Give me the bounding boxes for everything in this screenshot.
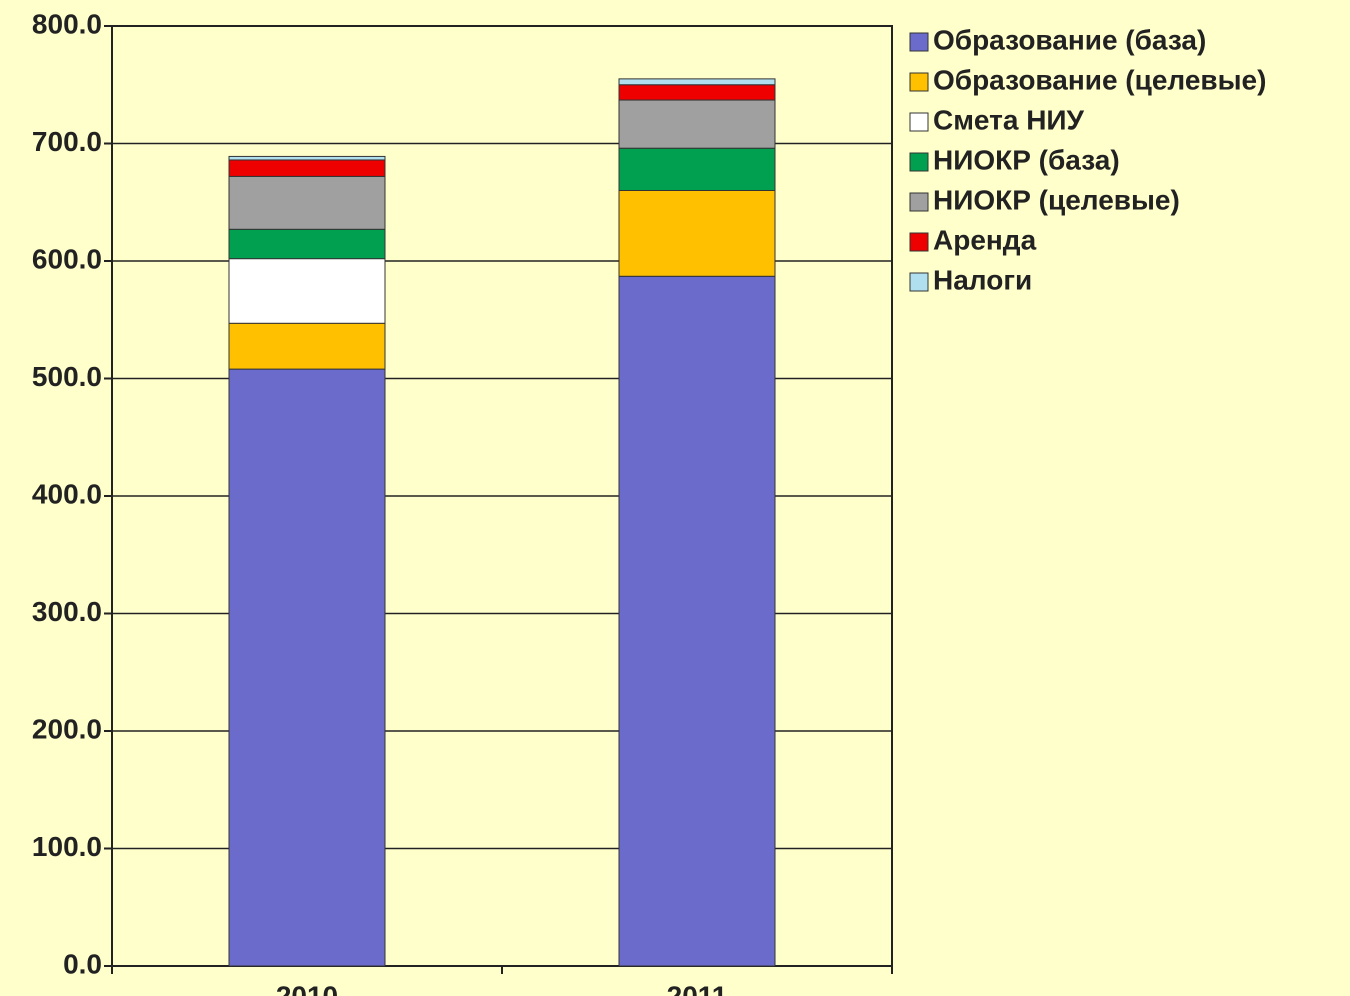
legend-swatch (909, 112, 929, 132)
y-tick-label: 600.0 (32, 243, 102, 274)
bar-segment (618, 84, 776, 101)
y-tick-label: 500.0 (32, 361, 102, 392)
y-tick-label: 200.0 (32, 713, 102, 744)
bar-segment (228, 322, 386, 370)
y-tick-label: 300.0 (32, 596, 102, 627)
y-tick-label: 0.0 (63, 948, 102, 979)
legend-swatch (909, 72, 929, 92)
bar-segment (618, 147, 776, 191)
legend-swatch (909, 232, 929, 252)
y-tick-label: 100.0 (32, 831, 102, 862)
bar-segment (228, 368, 386, 967)
y-tick-label: 800.0 (32, 8, 102, 39)
legend-swatch (909, 152, 929, 172)
x-tick-label: 2011 (667, 980, 728, 996)
legend-label: Смета НИУ (933, 104, 1085, 135)
legend-label: Образование (целевые) (933, 64, 1266, 95)
legend-swatch (909, 192, 929, 212)
x-tick-label: 2010 (276, 980, 338, 996)
bar-segment (228, 175, 386, 230)
legend-label: Налоги (933, 264, 1032, 295)
bar-segment (228, 228, 386, 260)
bar-segment (618, 99, 776, 149)
y-tick-label: 700.0 (32, 126, 102, 157)
legend-label: НИОКР (целевые) (933, 184, 1180, 215)
bar-segment (618, 275, 776, 967)
y-tick-label: 400.0 (32, 478, 102, 509)
bar-segment (618, 78, 776, 86)
bar-segment (228, 155, 386, 161)
bar-segment (618, 190, 776, 277)
legend-label: Аренда (933, 224, 1037, 255)
bar-segment (228, 159, 386, 177)
legend-swatch (909, 32, 929, 52)
legend-label: Образование (база) (933, 24, 1206, 55)
bar-segment (228, 258, 386, 324)
legend-swatch (909, 272, 929, 292)
legend-label: НИОКР (база) (933, 144, 1120, 175)
